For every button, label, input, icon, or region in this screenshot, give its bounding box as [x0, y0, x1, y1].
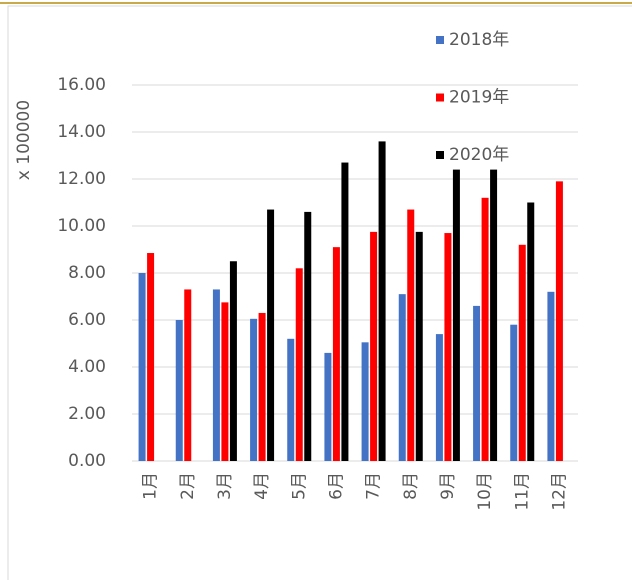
y-tick-label: 8.00 — [68, 263, 106, 283]
bar — [250, 318, 258, 461]
bar — [473, 305, 481, 461]
x-tick-label: 12月 — [549, 472, 569, 511]
legend-swatch — [436, 93, 444, 102]
y-tick-label: 16.00 — [57, 75, 106, 95]
bar — [267, 209, 275, 461]
bar — [212, 289, 220, 461]
legend-label: 2019年 — [449, 88, 509, 108]
bar — [527, 202, 535, 461]
bar — [138, 273, 146, 461]
bar — [287, 338, 295, 461]
bar — [444, 233, 452, 461]
y-tick-label: 0.00 — [68, 451, 106, 471]
bar — [304, 211, 312, 461]
bar — [258, 312, 266, 461]
x-tick-label: 2月 — [178, 472, 198, 500]
y-tick-label: 6.00 — [68, 310, 106, 330]
y-tick-label: 4.00 — [68, 357, 106, 377]
x-tick-label: 3月 — [215, 472, 235, 500]
x-tick-label: 11月 — [512, 472, 532, 511]
x-tick-label: 4月 — [252, 472, 272, 500]
bar — [435, 334, 443, 461]
y-axis-title: x 100000 — [14, 100, 34, 180]
bar — [295, 268, 303, 461]
bar — [510, 324, 518, 461]
x-tick-label: 8月 — [401, 472, 421, 500]
bar — [221, 302, 229, 461]
bar — [518, 244, 526, 461]
legend-label: 2020年 — [449, 145, 509, 165]
bar — [481, 197, 489, 462]
bar — [370, 231, 378, 461]
x-tick-label: 10月 — [475, 472, 495, 511]
legend-swatch — [436, 151, 444, 159]
bar — [407, 209, 415, 461]
x-tick-label: 1月 — [141, 472, 161, 500]
bar — [184, 289, 192, 461]
bar — [324, 352, 332, 461]
bar — [415, 231, 423, 461]
legend-label: 2018年 — [449, 30, 509, 50]
bar — [332, 247, 340, 461]
bar — [229, 261, 237, 461]
x-tick-label: 6月 — [326, 472, 346, 500]
y-tick-label: 2.00 — [68, 404, 106, 424]
bar — [361, 342, 369, 461]
bar — [378, 141, 386, 461]
x-tick-label: 5月 — [289, 472, 309, 500]
bar — [547, 291, 555, 461]
bar — [398, 294, 406, 461]
bar — [341, 162, 349, 462]
bar — [490, 169, 498, 461]
x-tick-label: 9月 — [438, 472, 458, 500]
y-tick-label: 10.00 — [57, 216, 106, 236]
bar — [147, 253, 155, 461]
legend-swatch — [436, 36, 444, 44]
y-tick-label: 12.00 — [57, 169, 106, 189]
bar — [175, 320, 183, 461]
x-tick-label: 7月 — [364, 472, 384, 500]
y-tick-label: 14.00 — [57, 122, 106, 142]
bar — [555, 181, 563, 461]
bar — [452, 169, 460, 461]
